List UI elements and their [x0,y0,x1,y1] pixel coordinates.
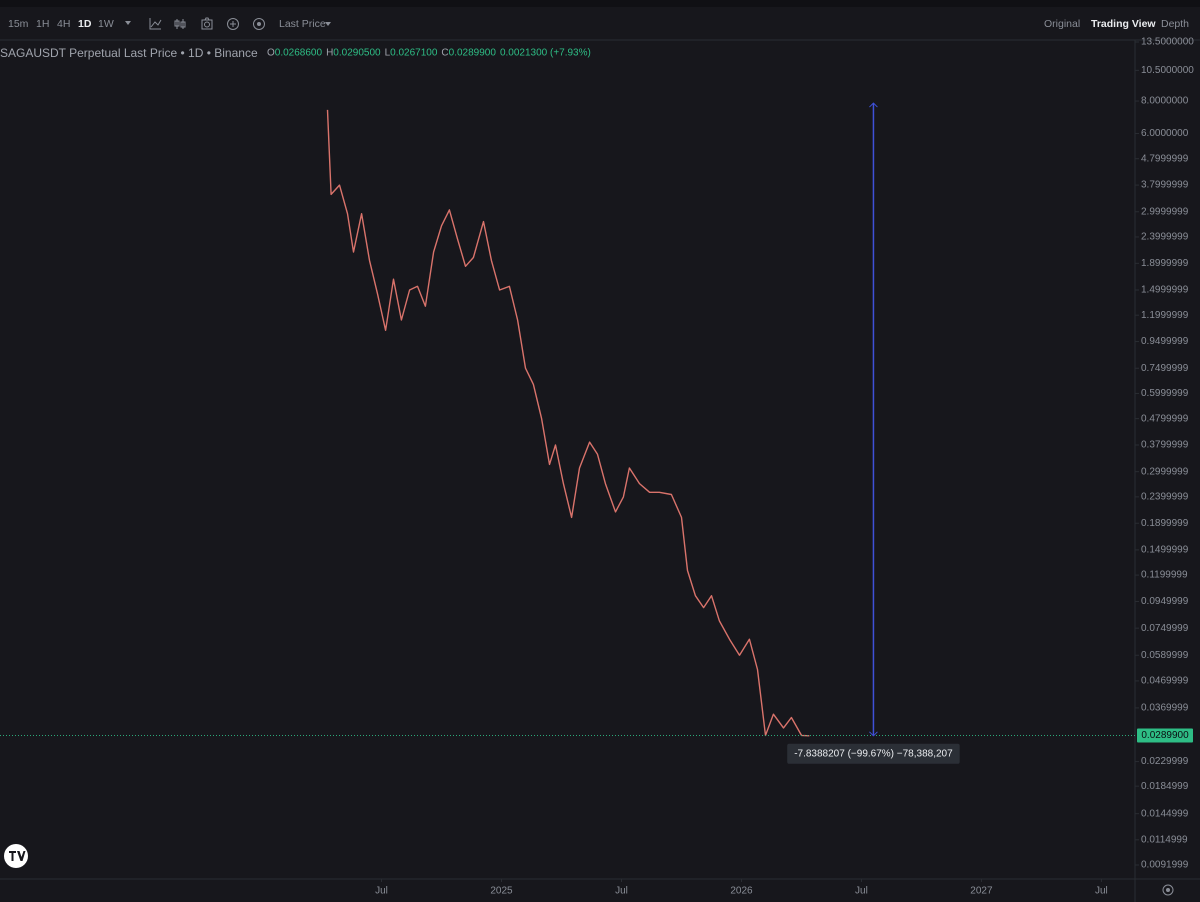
x-tick-label: Jul [1095,886,1108,897]
interval[interactable]: 1D [78,18,92,30]
ohlc-key: H [326,48,333,59]
price-source[interactable]: Last Price [279,18,326,30]
ohlc-key: C [441,48,448,59]
measure-label-box [787,743,960,764]
measure-arrow [869,731,878,737]
y-tick-label: 0.1199999 [1141,570,1188,581]
interval[interactable]: 1W [98,18,114,30]
y-tick-label: 0.0144999 [1141,808,1189,819]
y-tick-label: 0.7499999 [1141,363,1189,374]
y-tick-label: 6.0000000 [1141,128,1189,139]
last-price-box [1137,728,1193,743]
add-icon-plus [230,21,236,27]
y-tick-label: 0.0184999 [1141,781,1189,792]
symbol-title: SAGAUSDT Perpetual Last Price • 1D • Bin… [0,46,258,60]
add-icon[interactable] [227,18,239,30]
measure-label: -7.8388207 (−99.67%) −78,388,207 [794,748,953,759]
y-tick-label: 8.0000000 [1141,96,1189,107]
interval[interactable]: 4H [57,18,70,30]
y-tick-label: 0.5999999 [1141,388,1189,399]
y-tick-label: 0.3799999 [1141,440,1189,451]
settings-icon[interactable] [253,18,265,30]
price-source-dropdown[interactable] [325,22,331,26]
y-tick-label: 0.1899999 [1141,518,1189,529]
ohlc-value: 0.0267100 [390,48,438,59]
y-tick-label: 0.4799999 [1141,413,1189,424]
y-tick-label: 2.9999999 [1141,206,1189,217]
x-tick-label: Jul [375,886,388,897]
x-tick-label: 2026 [730,886,753,897]
screenshot-icon-lens [204,21,210,28]
y-tick-label: 0.0589999 [1141,650,1189,661]
y-tick-label: 4.7999999 [1141,153,1189,164]
view-tab[interactable]: Original [1044,18,1080,30]
price-line [326,109,810,737]
y-tick-label: 1.1999999 [1141,310,1189,321]
axis-settings-icon[interactable] [1162,884,1174,896]
y-tick-label: 0.0469999 [1141,676,1189,687]
x-tick-label: Jul [855,886,868,897]
x-tick-label: Jul [615,886,628,897]
y-tick-label: 0.0369999 [1141,703,1189,714]
y-tick-label: 0.2399999 [1141,492,1189,503]
measure-cap [869,102,878,108]
interval[interactable]: 15m [8,18,29,30]
logo-badge [4,844,28,868]
y-tick-label: 0.2999999 [1141,466,1189,477]
x-tick-label: 2027 [970,886,993,897]
ohlc-key: O [267,48,275,59]
ohlc-key: L [385,48,391,59]
top-strip [0,0,1200,7]
settings-icon-dot [257,22,261,26]
logo-mark [9,851,26,861]
y-tick-label: 0.0091999 [1141,860,1189,871]
change: 0.0021300 (+7.93%) [500,48,591,59]
y-tick-label: 10.5000000 [1141,65,1194,76]
ohlc-value: 0.0289900 [449,48,497,59]
legend: SAGAUSDT Perpetual Last Price • 1D • Bin… [0,46,591,60]
ohlc-value: 0.0268600 [275,48,323,59]
tv-logo [4,844,28,868]
indicator-icon[interactable] [149,18,162,30]
y-tick-label: 3.7999999 [1141,180,1189,191]
ohlc-value: 0.0290500 [333,48,381,59]
interval[interactable]: 1H [36,18,49,30]
last-price-label: 0.0289900 [1141,730,1189,741]
view-tab[interactable]: Trading View [1091,18,1156,30]
interval-dropdown[interactable] [125,21,131,25]
x-tick-label: 2025 [490,886,513,897]
y-tick-label: 1.4999999 [1141,285,1189,296]
y-tick-label: 0.0114999 [1141,834,1188,845]
y-tick-label: 0.1499999 [1141,545,1189,556]
chart-type-icon[interactable] [174,19,186,29]
y-tick-label: 0.9499999 [1141,336,1189,347]
y-tick-label: 0.0949999 [1141,596,1189,607]
y-tick-label: 0.0749999 [1141,623,1189,634]
y-tick-label: 2.3999999 [1141,232,1189,243]
screenshot-icon[interactable] [201,17,213,30]
y-tick-label: 13.5000000 [1141,37,1194,48]
axis-settings-icon-dot [1166,888,1170,892]
y-tick-label: 0.0229999 [1141,756,1189,767]
y-tick-label: 1.8999999 [1141,258,1189,269]
toolbar: 15m 1H 4H 1D 1W Last Price Original Trad… [8,17,1189,30]
view-tab[interactable]: Depth [1161,18,1189,30]
